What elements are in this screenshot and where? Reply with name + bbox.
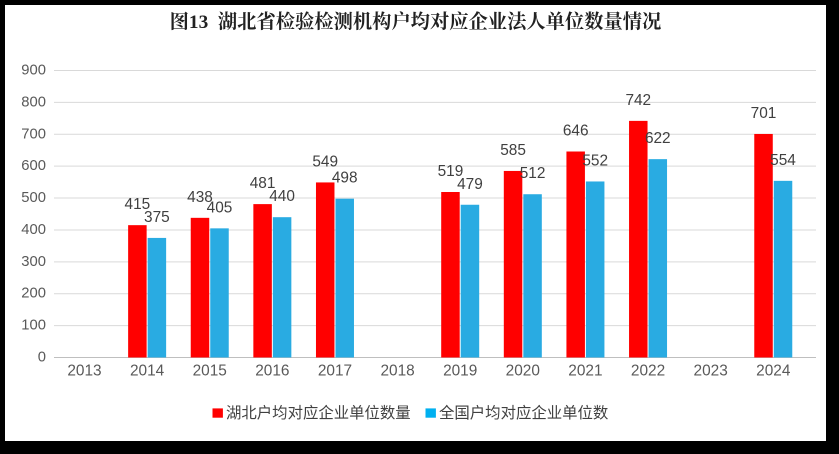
svg-text:800: 800	[21, 94, 46, 110]
svg-text:742: 742	[625, 92, 651, 109]
svg-text:2020: 2020	[506, 363, 540, 380]
svg-text:2017: 2017	[318, 363, 352, 380]
svg-text:2022: 2022	[631, 363, 665, 380]
svg-text:2016: 2016	[255, 363, 289, 380]
svg-text:600: 600	[21, 158, 46, 174]
svg-text:湖北户均对应企业单位数量: 湖北户均对应企业单位数量	[226, 403, 411, 422]
svg-text:549: 549	[312, 153, 338, 170]
svg-text:400: 400	[21, 222, 46, 238]
svg-text:2021: 2021	[568, 363, 602, 380]
svg-text:500: 500	[21, 190, 46, 206]
svg-text:479: 479	[457, 176, 483, 193]
svg-text:0: 0	[38, 350, 46, 366]
svg-text:440: 440	[269, 188, 295, 205]
svg-text:100: 100	[21, 318, 46, 334]
svg-text:300: 300	[21, 254, 46, 270]
svg-text:2023: 2023	[694, 363, 728, 380]
svg-text:2014: 2014	[130, 363, 165, 380]
svg-text:622: 622	[645, 130, 671, 147]
svg-text:全国户均对应企业单位数: 全国户均对应企业单位数	[439, 403, 608, 422]
svg-text:900: 900	[21, 63, 46, 79]
svg-text:701: 701	[751, 105, 777, 122]
svg-text:554: 554	[770, 152, 796, 169]
svg-text:2015: 2015	[193, 363, 227, 380]
svg-text:700: 700	[21, 126, 46, 142]
svg-text:646: 646	[563, 123, 589, 140]
svg-text:200: 200	[21, 286, 46, 302]
svg-text:2024: 2024	[756, 363, 791, 380]
svg-text:2013: 2013	[67, 363, 101, 380]
svg-text:405: 405	[207, 199, 233, 216]
svg-text:498: 498	[332, 170, 358, 187]
svg-text:2019: 2019	[443, 363, 477, 380]
svg-text:512: 512	[520, 165, 546, 182]
svg-text:2018: 2018	[380, 363, 414, 380]
svg-text:375: 375	[144, 209, 170, 226]
svg-text:585: 585	[500, 142, 526, 159]
svg-text:552: 552	[582, 152, 608, 169]
